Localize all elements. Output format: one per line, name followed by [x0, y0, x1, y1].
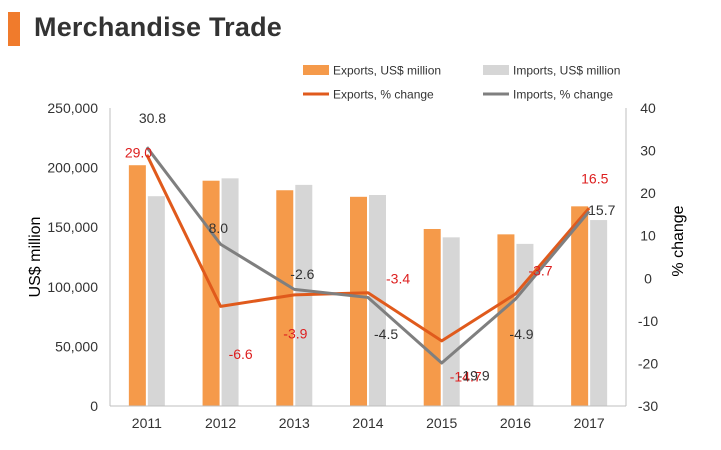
x-tick-label: 2015	[426, 415, 457, 431]
x-tick-label: 2012	[205, 415, 236, 431]
line-exports-change	[145, 154, 591, 343]
data-label-imports-2014: -4.5	[374, 326, 398, 342]
bar-exports-2014	[350, 196, 367, 406]
y2-tick-label: -10	[638, 313, 658, 329]
bar-exports-2011	[128, 165, 146, 406]
data-label-imports-2017: 15.7	[588, 202, 615, 218]
data-label-exports-2011: 29.0	[125, 145, 152, 161]
legend-exports-change-label: Exports, % change	[333, 88, 434, 102]
legend-imports-change-label: Imports, % change	[513, 88, 613, 102]
bar-exports-2016	[497, 234, 515, 406]
bar-imports-2017	[590, 220, 608, 406]
bar-exports-2013	[276, 190, 294, 406]
bar-exports-2017	[571, 206, 589, 406]
legend: Exports, US$ million Imports, US$ million…	[303, 64, 620, 102]
data-label-exports-2015: -14.7	[450, 369, 482, 385]
data-label-imports-2013: -2.6	[290, 266, 314, 282]
bar-imports-2012	[221, 178, 239, 406]
bar-layer	[128, 165, 608, 406]
bar-exports-2015	[423, 228, 441, 406]
data-label-imports-2011: 30.8	[139, 110, 166, 126]
data-label-exports-2017: 16.5	[581, 171, 608, 187]
legend-imports-usd-label: Imports, US$ million	[513, 64, 620, 78]
y-tick-label: 50,000	[55, 338, 98, 354]
x-tick-label: 2013	[279, 415, 310, 431]
x-tick-label: 2016	[500, 415, 531, 431]
data-label-exports-2014: -3.4	[386, 270, 410, 286]
y2-tick-label: 10	[640, 228, 656, 244]
y-tick-label: 200,000	[47, 160, 98, 176]
x-tick-label: 2011	[132, 415, 162, 431]
legend-imports-usd-swatch	[483, 65, 509, 75]
line-imports-change	[145, 146, 591, 365]
data-label-exports-2016: -3.7	[528, 263, 552, 279]
data-label-imports-2015: -19.9	[458, 368, 490, 384]
line-layer	[145, 146, 591, 365]
y-tick-label: 150,000	[47, 219, 98, 235]
axes-layer: US$ million % change	[27, 108, 687, 407]
y-tick-label: 250,000	[47, 100, 98, 116]
y2-tick-label: 40	[640, 100, 656, 116]
tick-label-layer: 0 50,000 100,000 150,000 200,000 250,000 -30 -2…	[47, 100, 658, 431]
title-accent-bar	[8, 12, 20, 46]
page-title: Merchandise Trade	[34, 12, 282, 42]
y2-tick-label: 30	[640, 143, 656, 159]
data-label-imports-2012: 8.0	[209, 220, 229, 236]
y2-axis-title: % change	[670, 205, 687, 276]
bar-imports-2011	[147, 196, 165, 406]
y-tick-label: 0	[90, 398, 98, 414]
y2-tick-label: 20	[640, 185, 656, 201]
y-axis-title: US$ million	[27, 217, 44, 298]
y2-tick-label: 0	[644, 270, 652, 286]
x-tick-label: 2017	[574, 415, 605, 431]
x-tick-label: 2014	[352, 415, 383, 431]
legend-exports-usd-swatch	[303, 65, 329, 75]
bar-imports-2015	[442, 237, 460, 406]
legend-exports-usd-label: Exports, US$ million	[333, 64, 441, 78]
data-label-exports-2012: -6.6	[229, 346, 253, 362]
y2-tick-label: -20	[638, 355, 658, 371]
data-label-layer: 29.0 -6.6 -3.9 -3.4 -14.7 -3.7 16.5 30.8 8.0 -2.6…	[125, 110, 616, 385]
y-tick-label: 100,000	[47, 279, 98, 295]
data-label-exports-2013: -3.9	[283, 326, 307, 342]
y2-tick-label: -30	[638, 398, 658, 414]
bar-exports-2012	[202, 180, 220, 406]
data-label-imports-2016: -4.9	[509, 326, 533, 342]
